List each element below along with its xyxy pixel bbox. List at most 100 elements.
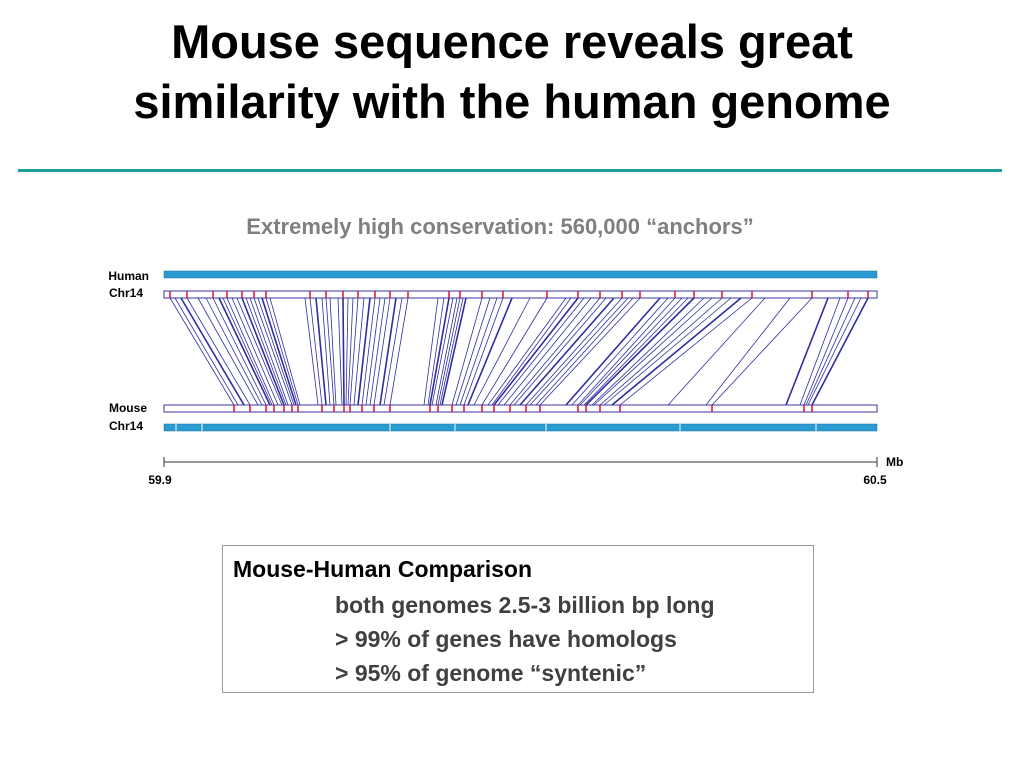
anchor-line bbox=[599, 297, 723, 406]
anchor-line bbox=[807, 297, 862, 406]
anchor-line bbox=[535, 297, 634, 406]
mouse-track bbox=[163, 404, 878, 413]
anchor-line bbox=[529, 297, 629, 406]
comparison-heading: Mouse-Human Comparison bbox=[233, 556, 533, 582]
anchor-line bbox=[241, 297, 285, 406]
anchor-line bbox=[467, 297, 513, 406]
anchor-line bbox=[427, 297, 445, 406]
anchor-line bbox=[619, 297, 753, 406]
anchor-line bbox=[429, 297, 450, 406]
anchor-line bbox=[265, 297, 299, 406]
anchor-line bbox=[593, 297, 713, 406]
anchor-line bbox=[423, 297, 439, 406]
anchor-line bbox=[309, 297, 323, 406]
anchor-line bbox=[222, 297, 273, 406]
anchor-line bbox=[347, 297, 354, 406]
anchor-line bbox=[463, 297, 504, 406]
anchor-line bbox=[304, 297, 319, 406]
anchor-line bbox=[383, 297, 403, 406]
comparison-box: Mouse-Human Comparison both genomes 2.5-… bbox=[222, 545, 814, 693]
anchor-line bbox=[186, 297, 251, 406]
anchor-line bbox=[373, 297, 391, 406]
anchor-line bbox=[711, 297, 813, 406]
mouse-bar-marks bbox=[175, 424, 817, 431]
human-chr-label: Chr14 bbox=[109, 286, 143, 300]
anchor-line bbox=[525, 297, 623, 406]
anchor-lines bbox=[169, 297, 869, 406]
anchor-line bbox=[455, 297, 491, 406]
anchor-line bbox=[603, 297, 732, 406]
anchor-line bbox=[493, 297, 579, 406]
anchor-line bbox=[799, 297, 841, 406]
anchor-line bbox=[169, 297, 235, 406]
anchor-line bbox=[583, 297, 689, 406]
anchor-line bbox=[441, 297, 467, 406]
anchor-line bbox=[519, 297, 615, 406]
title-line-2: similarity with the human genome bbox=[133, 75, 891, 128]
comparison-line-3: > 95% of genome “syntenic” bbox=[335, 660, 647, 686]
anchor-line bbox=[805, 297, 856, 406]
anchor-line bbox=[667, 297, 766, 406]
mouse-chromosome-bar bbox=[163, 423, 878, 432]
mouse-label: Mouse bbox=[109, 401, 147, 415]
anchor-line bbox=[579, 297, 683, 406]
anchor-line bbox=[487, 297, 567, 406]
anchor-line bbox=[509, 297, 601, 406]
anchor-line bbox=[337, 297, 343, 406]
anchor-line bbox=[389, 297, 409, 406]
comparison-line-1: both genomes 2.5-3 billion bp long bbox=[335, 592, 715, 618]
anchor-line bbox=[577, 297, 676, 406]
anchor-line bbox=[439, 297, 464, 406]
anchor-line bbox=[481, 297, 548, 406]
anchor-line bbox=[539, 297, 641, 406]
figure-subtitle: Extremely high conservation: 560,000 “an… bbox=[246, 214, 754, 239]
anchor-line bbox=[253, 297, 293, 406]
anchor-line bbox=[503, 297, 592, 406]
anchor-line bbox=[369, 297, 386, 406]
anchor-line bbox=[491, 297, 572, 406]
anchor-line bbox=[811, 297, 869, 406]
scale-start-label: 59.9 bbox=[148, 473, 172, 487]
anchor-line bbox=[473, 297, 531, 406]
anchor-line bbox=[231, 297, 279, 406]
scale-end-label: 60.5 bbox=[863, 473, 887, 487]
anchor-line bbox=[174, 297, 239, 406]
slide-title: Mouse sequence reveals great similarity … bbox=[0, 12, 1024, 132]
anchor-line bbox=[437, 297, 461, 406]
anchor-line bbox=[245, 297, 287, 406]
anchor-line bbox=[329, 297, 337, 406]
anchor-line bbox=[513, 297, 607, 406]
anchor-line bbox=[585, 297, 695, 406]
anchor-line bbox=[451, 297, 483, 406]
anchor-line bbox=[325, 297, 335, 406]
anchor-line bbox=[342, 297, 345, 406]
anchor-line bbox=[349, 297, 359, 406]
scale-unit-label: Mb bbox=[886, 455, 903, 469]
anchor-line bbox=[435, 297, 458, 406]
anchor-line bbox=[315, 297, 327, 406]
anchor-line bbox=[180, 297, 245, 406]
anchor-line bbox=[431, 297, 454, 406]
anchor-line bbox=[261, 297, 297, 406]
anchor-line bbox=[497, 297, 585, 406]
anchor-line bbox=[591, 297, 705, 406]
anchor-line bbox=[249, 297, 289, 406]
anchor-line bbox=[365, 297, 381, 406]
anchor-line bbox=[257, 297, 295, 406]
anchor-line bbox=[611, 297, 742, 406]
anchor-line bbox=[345, 297, 349, 406]
human-label: Human bbox=[108, 269, 149, 283]
anchor-line bbox=[571, 297, 669, 406]
anchor-line bbox=[785, 297, 829, 406]
anchor-line bbox=[353, 297, 365, 406]
anchor-line bbox=[361, 297, 376, 406]
anchor-line bbox=[269, 297, 301, 406]
human-track bbox=[163, 290, 878, 299]
anchor-line bbox=[197, 297, 259, 406]
anchor-line bbox=[212, 297, 267, 406]
anchor-line bbox=[705, 297, 791, 406]
anchor-line bbox=[236, 297, 283, 406]
human-chromosome-bar bbox=[163, 270, 878, 279]
anchor-line bbox=[565, 297, 661, 406]
